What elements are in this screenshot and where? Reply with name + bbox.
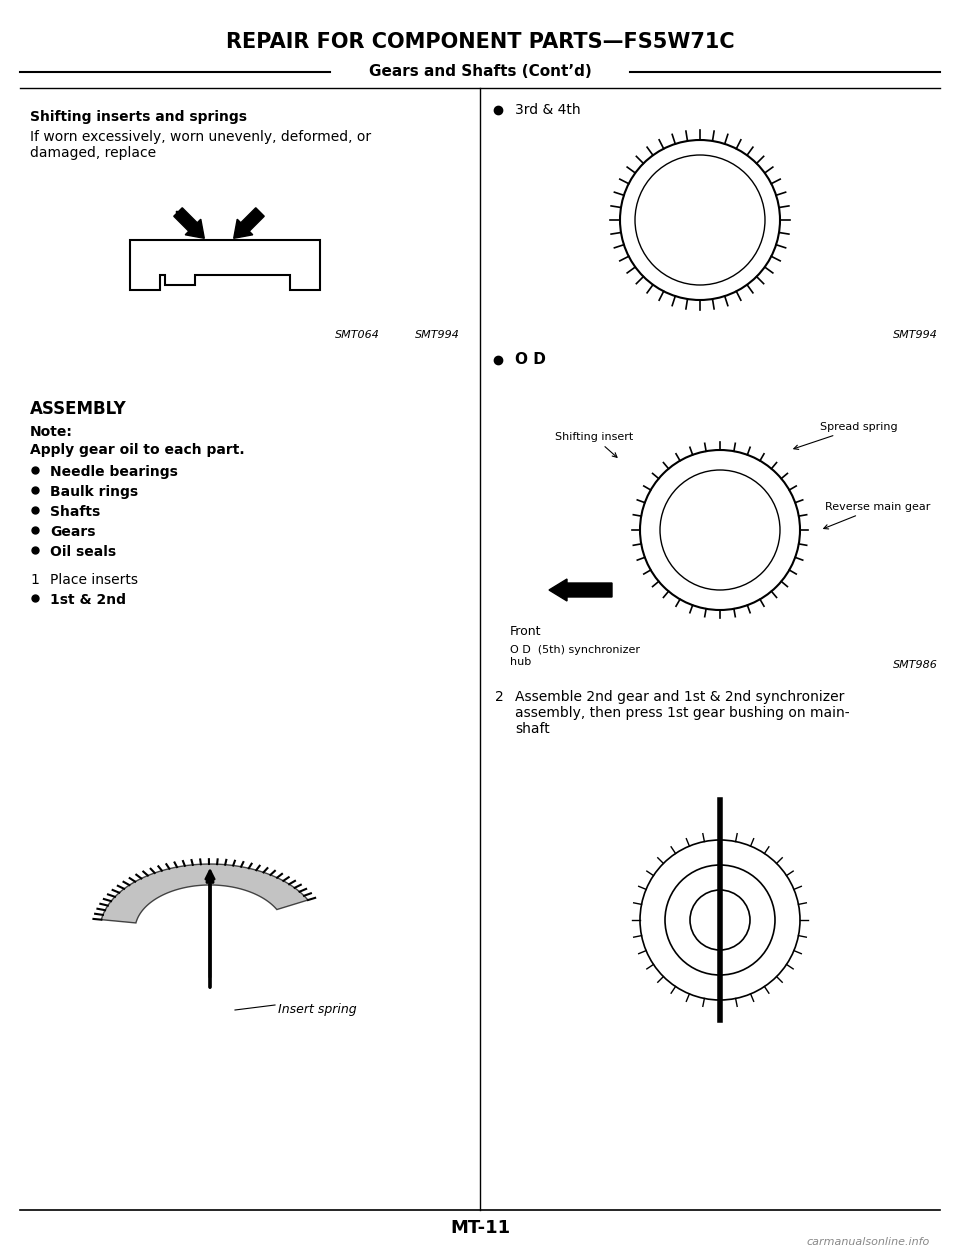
Text: Shafts: Shafts	[50, 505, 100, 519]
Text: SMT064: SMT064	[335, 329, 380, 339]
Text: Assemble 2nd gear and 1st & 2nd synchronizer
assembly, then press 1st gear bushi: Assemble 2nd gear and 1st & 2nd synchron…	[515, 690, 850, 736]
Text: Baulk rings: Baulk rings	[50, 485, 138, 499]
Text: Shifting insert: Shifting insert	[555, 432, 634, 457]
Text: SMT994: SMT994	[893, 329, 938, 339]
Text: Gears and Shafts (Cont’d): Gears and Shafts (Cont’d)	[369, 65, 591, 80]
Text: Note:: Note:	[30, 426, 73, 439]
Polygon shape	[102, 864, 308, 924]
Text: Shifting inserts and springs: Shifting inserts and springs	[30, 110, 247, 124]
Text: Place inserts: Place inserts	[50, 573, 138, 587]
Text: 1: 1	[30, 573, 38, 587]
Text: carmanualsonline.info: carmanualsonline.info	[806, 1237, 930, 1247]
Text: O D: O D	[515, 352, 546, 367]
Text: O D  (5th) synchronizer
hub: O D (5th) synchronizer hub	[510, 645, 640, 666]
Text: ASSEMBLY: ASSEMBLY	[30, 401, 127, 418]
FancyArrow shape	[549, 579, 612, 602]
Text: SMT986: SMT986	[893, 660, 938, 670]
Text: Front: Front	[510, 625, 541, 638]
FancyArrow shape	[174, 207, 204, 238]
Text: 2: 2	[495, 690, 504, 704]
Text: MT-11: MT-11	[450, 1219, 510, 1237]
Text: SMT994: SMT994	[415, 329, 460, 339]
Text: Apply gear oil to each part.: Apply gear oil to each part.	[30, 443, 245, 457]
Text: Insert spring: Insert spring	[278, 1003, 356, 1017]
FancyArrow shape	[233, 207, 264, 238]
Text: Reverse main gear: Reverse main gear	[824, 502, 930, 529]
Text: Gears: Gears	[50, 525, 95, 539]
Text: 1st & 2nd: 1st & 2nd	[50, 593, 126, 607]
Text: Oil seals: Oil seals	[50, 545, 116, 559]
Text: 3rd & 4th: 3rd & 4th	[515, 104, 581, 117]
Text: REPAIR FOR COMPONENT PARTS—FS5W71C: REPAIR FOR COMPONENT PARTS—FS5W71C	[226, 32, 734, 52]
Text: Needle bearings: Needle bearings	[50, 466, 178, 479]
Text: If worn excessively, worn unevenly, deformed, or
damaged, replace: If worn excessively, worn unevenly, defo…	[30, 130, 372, 160]
Text: Spread spring: Spread spring	[794, 422, 898, 449]
